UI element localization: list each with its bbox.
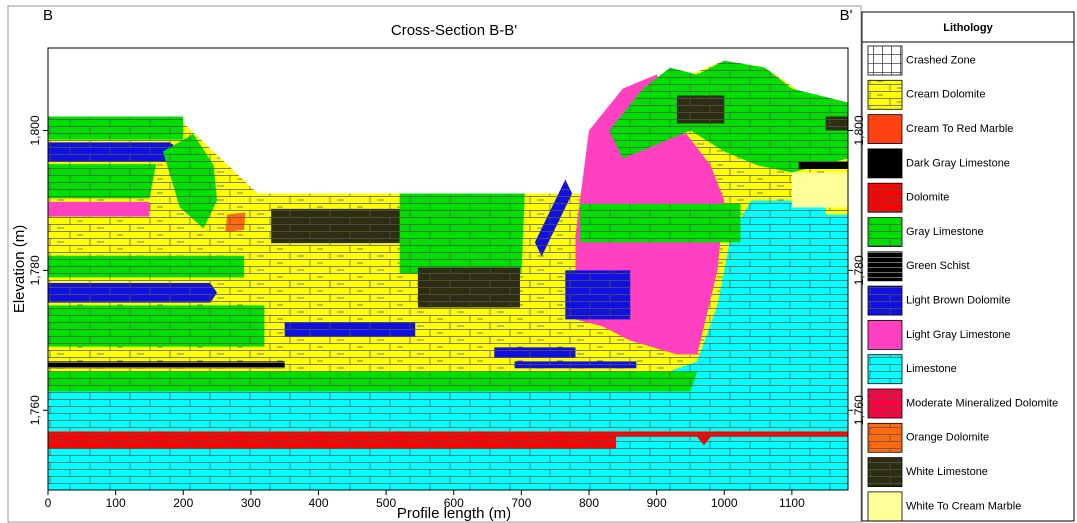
region-texture	[284, 322, 416, 337]
x-tick-label: 1000	[711, 496, 738, 510]
legend-swatch-texture	[868, 389, 902, 418]
legend-label: Light Brown Dolomite	[906, 295, 1011, 307]
region-texture	[48, 200, 848, 432]
legend-label: Dolomite	[906, 192, 949, 204]
x-tick-label: 600	[444, 496, 464, 510]
region-texture	[48, 436, 848, 490]
region-texture	[48, 371, 698, 392]
section-end: B'	[840, 7, 853, 24]
region-texture	[48, 305, 265, 347]
x-tick-label: 0	[45, 496, 52, 510]
legend-label: Crashed Zone	[906, 54, 976, 66]
legend-label: Limestone	[906, 363, 957, 375]
legend-label: White Limestone	[906, 466, 988, 478]
x-tick-label: 300	[241, 496, 261, 510]
x-tick-label: 100	[106, 496, 126, 510]
lithology-region	[791, 172, 848, 208]
region-texture	[399, 193, 525, 274]
x-tick-label: 400	[308, 496, 328, 510]
region-texture	[676, 95, 725, 124]
x-tick-label: 700	[511, 496, 531, 510]
legend-label: Gray Limestone	[906, 226, 984, 238]
x-axis-label: Profile length (m)	[397, 505, 511, 522]
region-texture	[417, 267, 521, 308]
legend-label: Cream To Red Marble	[906, 123, 1013, 135]
legend-swatch	[867, 114, 903, 144]
legend-label: Light Gray Limestone	[906, 329, 1011, 341]
region-texture	[271, 208, 404, 244]
legend-swatch	[867, 491, 903, 522]
region-texture	[48, 142, 184, 162]
region-texture	[514, 361, 637, 369]
region-texture	[48, 164, 157, 199]
plot-area	[48, 60, 848, 490]
region-texture	[825, 116, 848, 131]
legend-swatch-texture	[868, 457, 902, 487]
y-tick-label: 1,780	[28, 255, 42, 285]
legend-swatch-texture	[868, 423, 902, 453]
y2-tick-label: 1,780	[852, 255, 866, 285]
legend-label: Moderate Mineralized Dolomite	[906, 397, 1058, 409]
region-texture	[609, 60, 848, 173]
y2-tick-label: 1,760	[852, 395, 866, 425]
legend-swatch-texture	[868, 251, 902, 281]
legend-swatch-texture	[868, 80, 902, 110]
legend-label: Orange Dolomite	[906, 432, 989, 444]
legend-title: Lithology	[943, 22, 993, 34]
x-tick-label: 200	[173, 496, 193, 510]
y-tick-label: 1,800	[28, 115, 42, 145]
y-tick-label: 1,760	[28, 395, 42, 425]
chart-title: Cross-Section B-B'	[391, 22, 517, 39]
section-start: B	[43, 7, 53, 24]
legend-label: White To Cream Marble	[906, 500, 1021, 512]
legend-swatch-texture	[868, 183, 902, 213]
region-texture	[48, 116, 184, 140]
lithology-region	[798, 161, 848, 169]
region-texture	[48, 361, 285, 369]
x-tick-label: 1100	[779, 496, 805, 510]
legend-label: Dark Gray Limestone	[906, 157, 1010, 169]
region-texture	[565, 270, 631, 320]
legend-swatch	[867, 148, 903, 179]
lithology-region	[48, 201, 150, 217]
x-tick-label: 900	[647, 496, 667, 510]
x-tick-label: 500	[376, 496, 396, 510]
region-texture	[494, 347, 576, 358]
legend-swatch	[867, 319, 903, 350]
region-texture	[48, 282, 218, 303]
region-texture	[534, 179, 573, 257]
legend-swatch-texture	[868, 286, 902, 316]
region-texture	[580, 203, 741, 243]
y-axis-label: Elevation (m)	[11, 225, 28, 313]
region-texture	[48, 255, 245, 278]
region-texture	[48, 431, 617, 449]
legend-swatch-texture	[868, 217, 902, 247]
legend-label: Green Schist	[906, 260, 970, 272]
legend-label: Cream Dolomite	[906, 89, 985, 101]
region-texture	[225, 212, 246, 232]
legend-swatch-texture	[868, 354, 902, 384]
region-texture	[616, 431, 848, 446]
legend-swatch-texture	[868, 46, 902, 75]
x-tick-label: 800	[579, 496, 599, 510]
region-texture	[162, 134, 218, 229]
plot-frame	[47, 47, 849, 491]
y2-tick-label: 1,800	[852, 115, 866, 145]
